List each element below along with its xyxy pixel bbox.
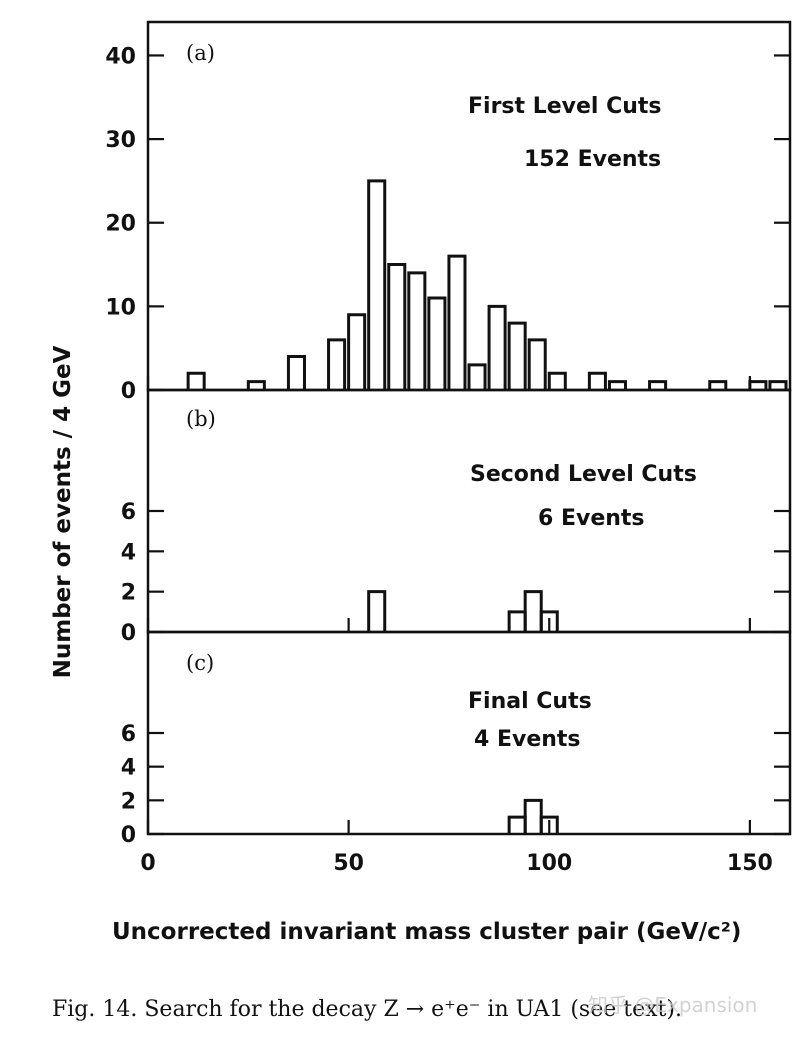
panel-0-y-tick-label: 0 [121,379,136,404]
panel-0-y-tick-label: 40 [105,44,136,69]
panel-0-histogram-bin [527,338,547,390]
panel-2-histogram-bin [539,815,559,834]
panel-0-histogram-bin [648,380,668,390]
panel-0-histogram-bin [507,321,527,390]
panel-a-annotation-line1: First Level Cuts [468,94,662,119]
panel-0-histogram-bin [407,271,427,390]
axis-ticks [146,54,790,836]
panel-0-histogram-bin [286,355,306,390]
panel-0-histogram-bin [547,371,567,390]
panel-c-label: (c) [186,651,214,675]
panel-0-histogram-bin [487,304,507,390]
panel-b-annotation-line1: Second Level Cuts [470,462,697,487]
panel-1-y-tick-label: 2 [121,581,136,606]
figure-caption: Fig. 14. Search for the decay Z → e⁺e⁻ i… [52,997,682,1022]
panel-1-histogram-bin [507,610,527,632]
panel-b-frame [146,388,792,634]
panel-1-histogram-bin [367,590,387,632]
panel-0-histogram-bin [427,296,447,390]
panel-0-y-tick-label: 20 [105,212,136,237]
panel-0-histogram-bin [587,371,607,390]
panel-1-y-tick-label: 4 [121,540,136,565]
panel-0-histogram-bin [246,380,266,390]
panel-1-histogram-bin [539,610,559,632]
panel-b-label: (b) [186,407,216,431]
panel-a-label: (a) [186,41,215,65]
panel-0-histogram-bin [347,313,367,390]
panel-0-histogram-bin [768,380,788,390]
panel-0-histogram-bin [327,338,347,390]
panel-b-annotation-line2: 6 Events [538,506,645,531]
panel-1-histogram-bin [523,590,543,632]
x-tick-label: 0 [140,851,155,876]
panel-0-histogram-bin [367,179,387,390]
histograms [186,179,788,834]
panel-0-y-tick-label: 30 [105,128,136,153]
panel-0-y-tick-label: 10 [105,295,136,320]
panel-c-frame [146,630,792,836]
panel-0-histogram-bin [748,380,768,390]
panel-1-y-tick-label: 0 [121,621,136,646]
x-tick-label: 50 [333,851,364,876]
watermark: 知乎 @Expansion [588,993,757,1017]
panel-0-histogram-bin [387,263,407,390]
panel-0-histogram-bin [186,371,206,390]
panel-a-frame [146,20,792,392]
panel-c-annotation-line1: Final Cuts [468,689,592,714]
panel-2-y-tick-label: 6 [121,722,136,747]
panel-a-annotation-line2: 152 Events [524,147,661,172]
panel-0-histogram-bin [708,380,728,390]
panel-2-y-tick-label: 4 [121,756,136,781]
panel-1-y-tick-label: 6 [121,500,136,525]
x-tick-label: 100 [526,851,572,876]
panel-0-histogram-bin [467,363,487,390]
panel-c-annotation-line2: 4 Events [474,727,581,752]
panel-2-histogram-bin [507,815,527,834]
y-axis-title: Number of events / 4 GeV [50,345,76,678]
x-tick-label: 150 [727,851,773,876]
panel-2-y-tick-label: 2 [121,789,136,814]
tick-labels: 0 10 20 30 40 0 2 4 6 0 2 4 6 0 50 100 150 [105,44,772,876]
panel-0-histogram-bin [607,380,627,390]
x-axis-title: Uncorrected invariant mass cluster pair … [112,919,741,945]
panel-2-y-tick-label: 0 [121,823,136,848]
panel-2-histogram-bin [523,798,543,834]
panel-0-histogram-bin [447,254,467,390]
